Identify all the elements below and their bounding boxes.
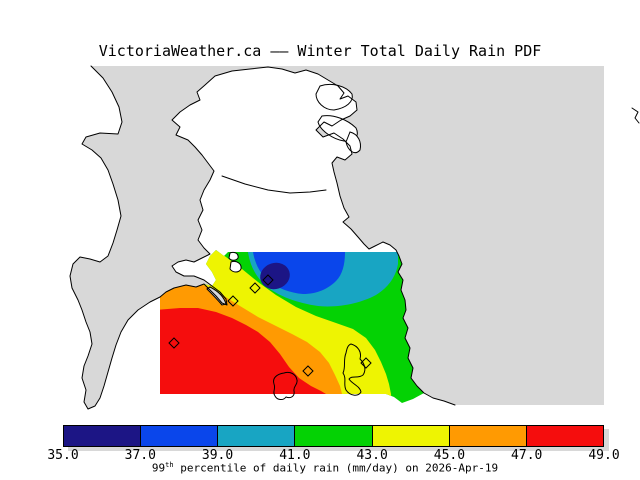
bay-islet-2 bbox=[229, 261, 242, 273]
contour-navy bbox=[260, 262, 290, 290]
station-diamond bbox=[302, 365, 314, 377]
station-diamond bbox=[168, 337, 180, 349]
colorbar-segment-navy bbox=[63, 425, 142, 447]
station-diamond bbox=[227, 295, 239, 307]
colorbar bbox=[63, 425, 604, 447]
colorbar-tick-label: 47.0 bbox=[511, 448, 543, 463]
island-c bbox=[345, 131, 361, 154]
colorbar-tick-label: 49.0 bbox=[588, 448, 620, 463]
colorbar-segment-green bbox=[294, 425, 373, 447]
lake-outline-east bbox=[342, 343, 366, 396]
island-a bbox=[315, 83, 353, 111]
coastline bbox=[69, 65, 456, 410]
narrows-channel-line bbox=[221, 175, 327, 194]
colorbar-tick-label: 39.0 bbox=[201, 448, 234, 463]
offmap-islet-line bbox=[631, 107, 640, 124]
station-markers bbox=[168, 274, 372, 377]
colorbar-segment-yellow bbox=[371, 425, 450, 447]
colorbar-tick-label: 35.0 bbox=[47, 448, 79, 463]
station-diamond bbox=[262, 274, 274, 286]
plot-title: VictoriaWeather.ca —— Winter Total Daily… bbox=[98, 42, 542, 60]
lake-outline-west bbox=[273, 371, 298, 400]
colorbar-segment-red bbox=[525, 425, 604, 447]
colorbar-segment-blue bbox=[140, 425, 219, 447]
contour-red bbox=[160, 308, 327, 403]
contour-field bbox=[160, 250, 424, 403]
colorbar-tick-label: 41.0 bbox=[279, 448, 311, 463]
water-body bbox=[70, 66, 604, 409]
colorbar-tick-label: 43.0 bbox=[356, 448, 388, 463]
colorbar-tick-label: 45.0 bbox=[433, 448, 466, 463]
caption-superscript: th bbox=[165, 461, 174, 469]
station-diamond bbox=[360, 357, 372, 369]
colorbar-tick-label: 37.0 bbox=[124, 448, 156, 463]
colorbar-segment-cyan bbox=[217, 425, 296, 447]
colorbar-segment-orange bbox=[448, 425, 527, 447]
caption-text: percentile of daily rain (mm/day) on 202… bbox=[173, 461, 499, 475]
colorbar-caption: 99th percentile of daily rain (mm/day) o… bbox=[152, 461, 498, 475]
bay-islet-1 bbox=[228, 251, 239, 261]
caption-number: 99 bbox=[151, 461, 166, 475]
station-diamond bbox=[249, 282, 261, 294]
